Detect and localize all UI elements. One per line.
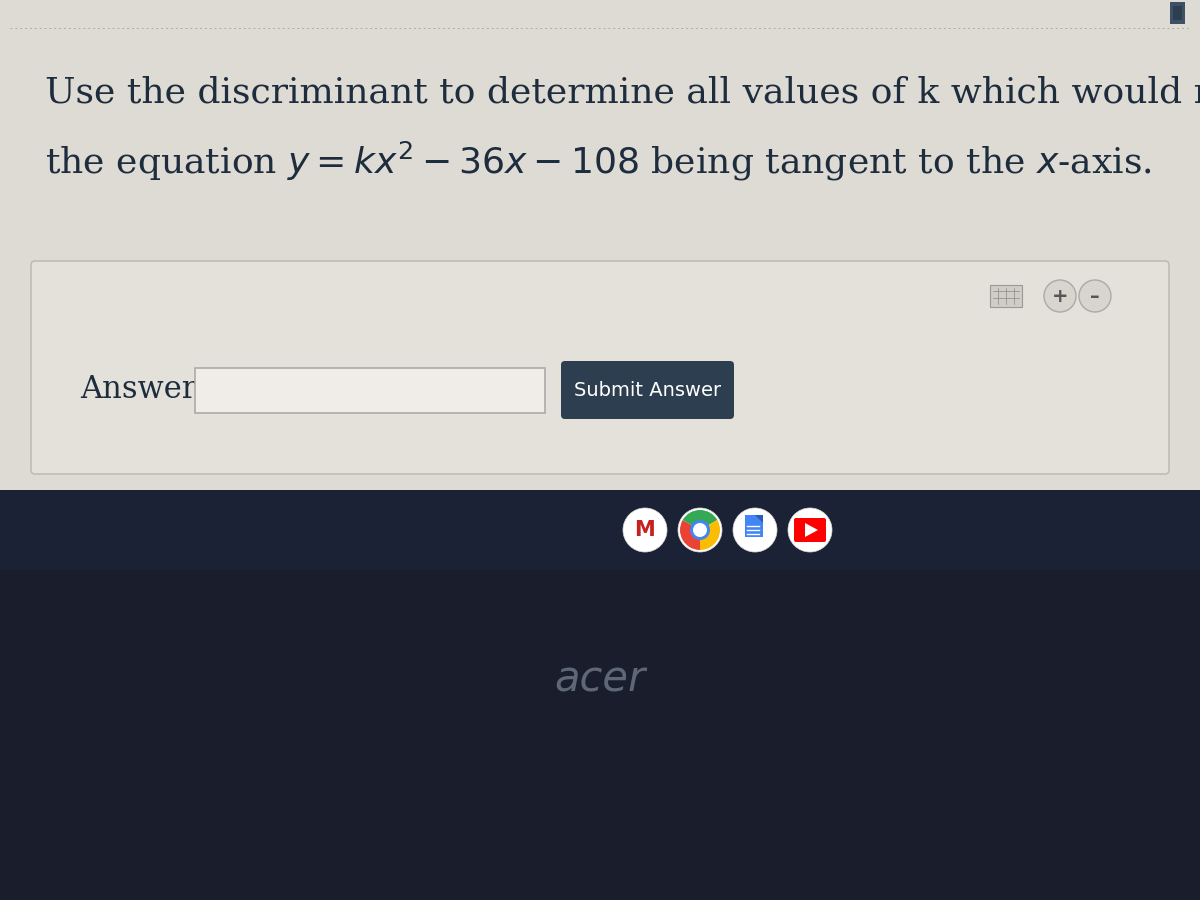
Polygon shape xyxy=(755,515,763,523)
Bar xyxy=(0,0,1200,490)
Circle shape xyxy=(1079,280,1111,312)
Text: the equation $y = kx^{2} - 36x - 108$ being tangent to the $x$-axis.: the equation $y = kx^{2} - 36x - 108$ be… xyxy=(46,140,1152,184)
Circle shape xyxy=(694,523,707,537)
Wedge shape xyxy=(680,520,700,550)
Circle shape xyxy=(690,520,710,540)
Bar xyxy=(194,368,545,413)
Circle shape xyxy=(678,508,722,552)
Text: Submit Answer: Submit Answer xyxy=(574,381,721,400)
Wedge shape xyxy=(683,510,718,530)
Bar xyxy=(1170,2,1186,24)
Text: –: – xyxy=(1090,286,1100,305)
Text: acer: acer xyxy=(554,659,646,701)
Circle shape xyxy=(733,508,778,552)
Circle shape xyxy=(788,508,832,552)
Bar xyxy=(990,285,1022,307)
Text: +: + xyxy=(1051,286,1068,305)
Circle shape xyxy=(623,508,667,552)
Bar xyxy=(0,490,1200,570)
Text: Use the discriminant to determine all values of k which would result in the grap: Use the discriminant to determine all va… xyxy=(46,75,1200,110)
Text: Answer:: Answer: xyxy=(80,374,206,406)
Text: M: M xyxy=(635,520,655,540)
Wedge shape xyxy=(700,520,720,550)
Bar xyxy=(1174,6,1182,20)
FancyBboxPatch shape xyxy=(794,518,826,542)
Polygon shape xyxy=(805,523,818,537)
Bar xyxy=(0,570,1200,900)
FancyBboxPatch shape xyxy=(562,361,734,419)
FancyBboxPatch shape xyxy=(31,261,1169,474)
Circle shape xyxy=(1044,280,1076,312)
FancyBboxPatch shape xyxy=(745,515,763,537)
